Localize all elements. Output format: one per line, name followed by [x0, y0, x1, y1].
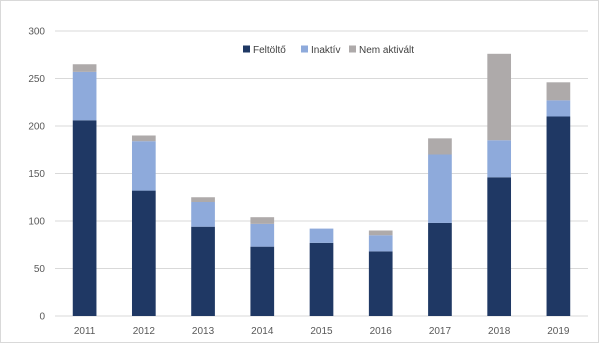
- bar-segment: [191, 197, 215, 202]
- bar-segment: [546, 116, 571, 316]
- bar-segment: [368, 235, 393, 252]
- bars: [72, 53, 571, 316]
- bar-segment: [72, 71, 97, 121]
- bar-segment: [309, 242, 334, 316]
- bar-segment: [368, 230, 393, 236]
- bar-segment: [250, 223, 275, 247]
- legend-swatch: [243, 45, 250, 53]
- y-tick-label: 250: [28, 74, 45, 85]
- bar-segment: [487, 177, 512, 316]
- x-tick-label: 2015: [310, 326, 333, 337]
- bar-segment: [546, 82, 571, 101]
- y-tick-label: 0: [39, 312, 45, 323]
- y-axis-ticks: 0 50 100 150 200 250 300: [28, 27, 45, 323]
- y-tick-label: 100: [28, 217, 45, 228]
- bar-segment: [428, 154, 452, 223]
- y-tick-label: 50: [34, 264, 46, 275]
- bar-segment: [428, 138, 452, 155]
- bar-segment: [72, 64, 97, 72]
- bar-segment: [250, 217, 275, 224]
- x-tick-label: 2013: [192, 326, 215, 337]
- bar-segment: [487, 140, 512, 178]
- bar-segment: [428, 222, 452, 316]
- x-tick-label: 2014: [251, 326, 274, 337]
- x-tick-label: 2018: [488, 326, 511, 337]
- x-axis-ticks: 2011 2012 2013 2014 2015 2016 2017 2018 2019: [74, 326, 570, 337]
- x-tick-label: 2017: [429, 326, 452, 337]
- bar-segment: [487, 53, 512, 141]
- legend: Feltöltő Inaktív Nem aktivált: [243, 45, 414, 56]
- y-tick-label: 300: [28, 27, 45, 38]
- x-tick-label: 2012: [133, 326, 156, 337]
- x-tick-label: 2011: [74, 326, 96, 337]
- bar-segment: [131, 190, 156, 316]
- legend-swatch: [349, 45, 356, 53]
- bar-segment: [191, 226, 215, 316]
- x-tick-label: 2019: [547, 326, 570, 337]
- bar-segment: [131, 135, 156, 142]
- bar-segment: [131, 141, 156, 191]
- legend-label: Nem aktivált: [359, 45, 414, 56]
- legend-label: Inaktív: [311, 45, 340, 56]
- bar-segment: [72, 120, 97, 316]
- bar-segment: [191, 202, 215, 227]
- bar-segment: [546, 100, 571, 117]
- legend-swatch: [301, 45, 308, 53]
- bar-segment: [309, 228, 334, 243]
- y-tick-label: 150: [28, 169, 45, 180]
- y-tick-label: 200: [28, 122, 45, 133]
- x-tick-label: 2016: [370, 326, 393, 337]
- bar-segment: [250, 246, 275, 316]
- bar-segment: [368, 251, 393, 316]
- legend-label: Feltöltő: [253, 45, 286, 56]
